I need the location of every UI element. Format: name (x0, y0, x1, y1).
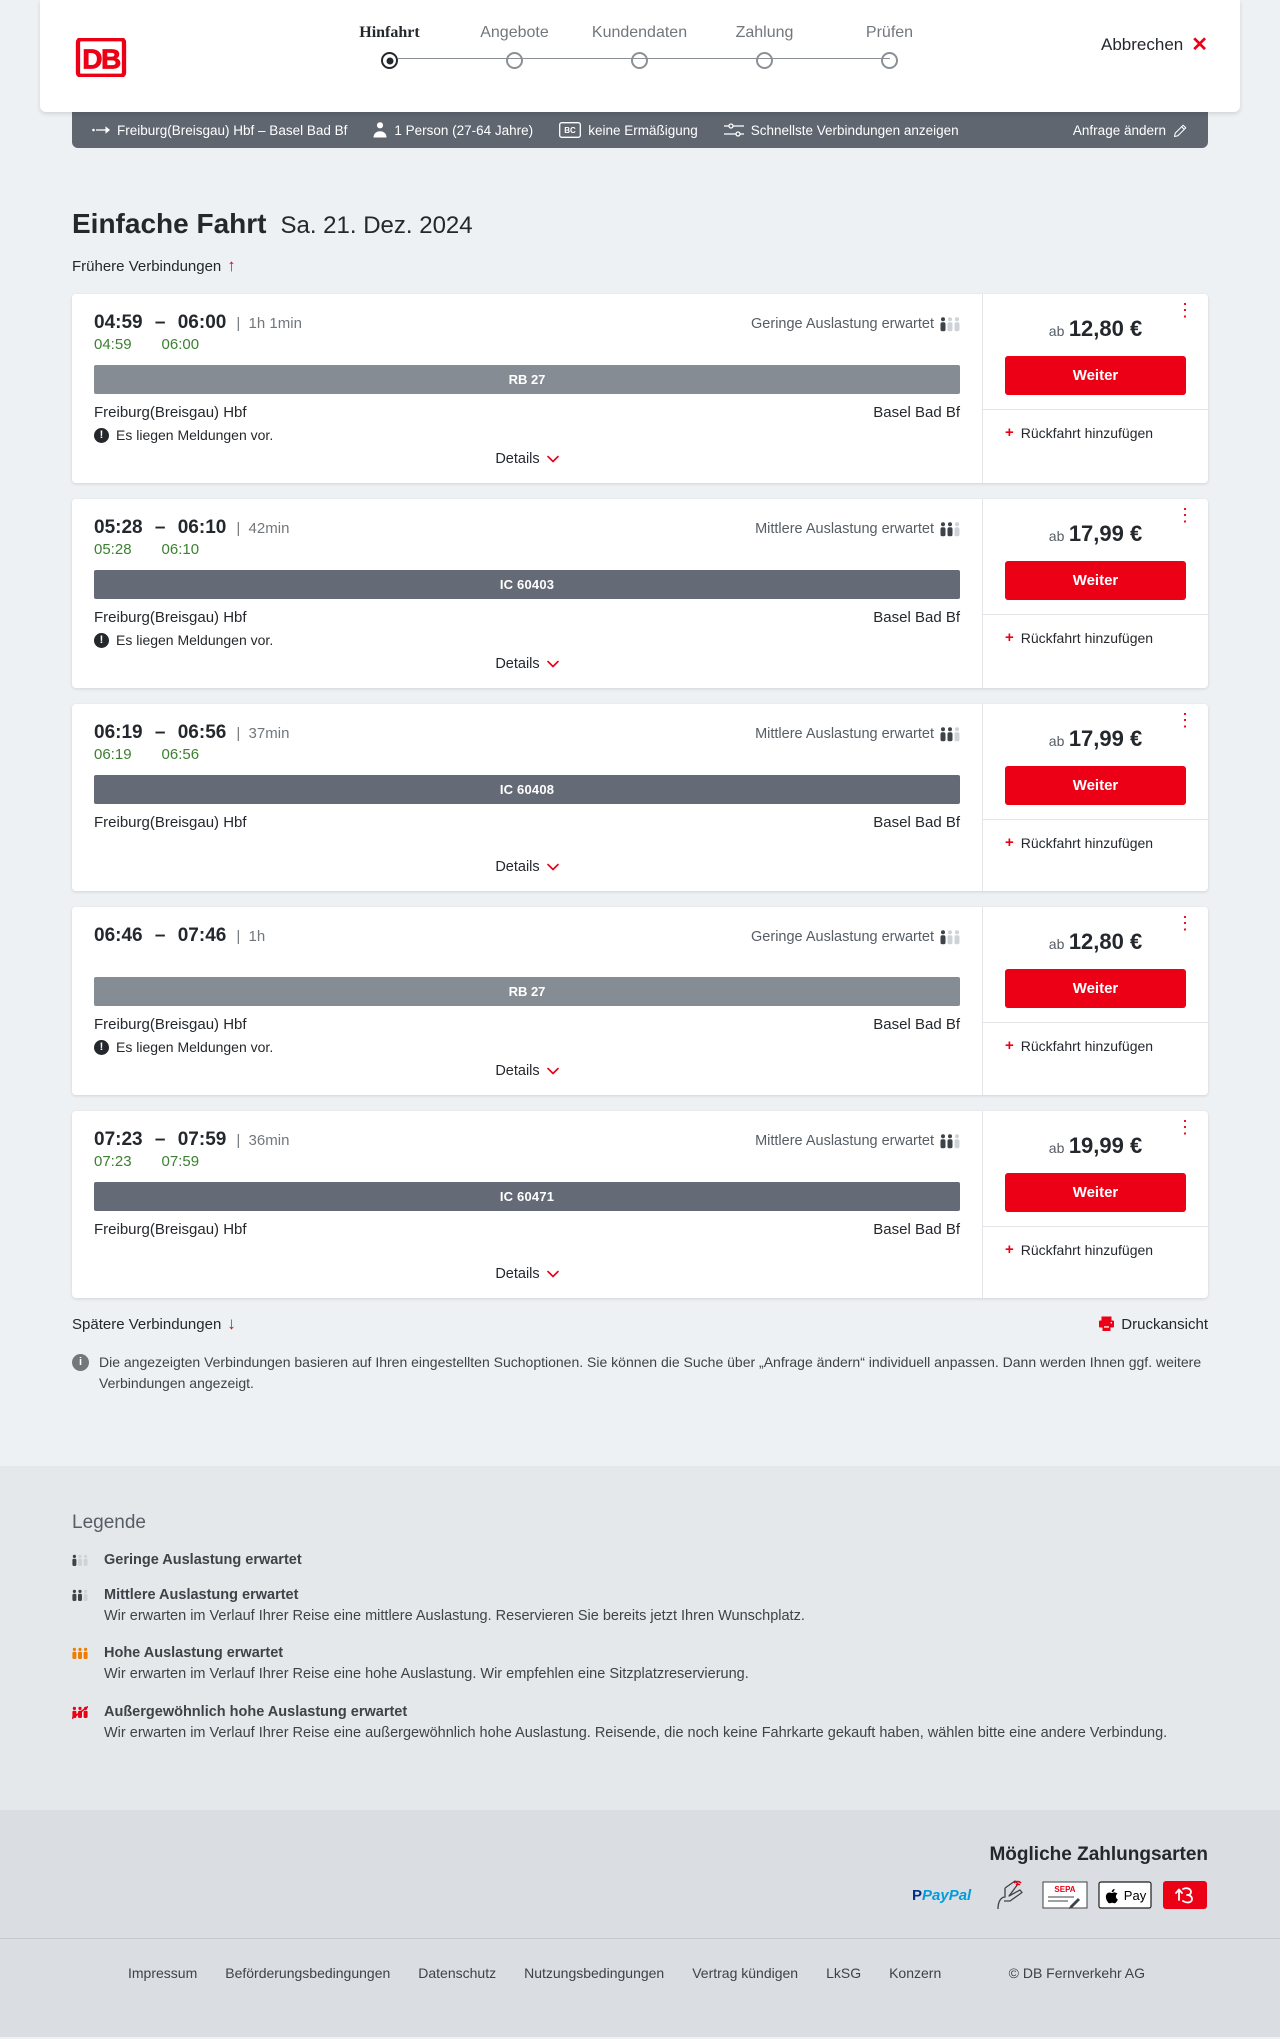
svg-text:P: P (912, 1887, 922, 1904)
svg-text:BC: BC (564, 126, 576, 135)
svg-text:Pay: Pay (1124, 1888, 1147, 1903)
svg-text:DB: DB (82, 43, 120, 74)
svg-text:SEPA: SEPA (1054, 1885, 1075, 1894)
svg-text:PayPal: PayPal (922, 1887, 972, 1904)
